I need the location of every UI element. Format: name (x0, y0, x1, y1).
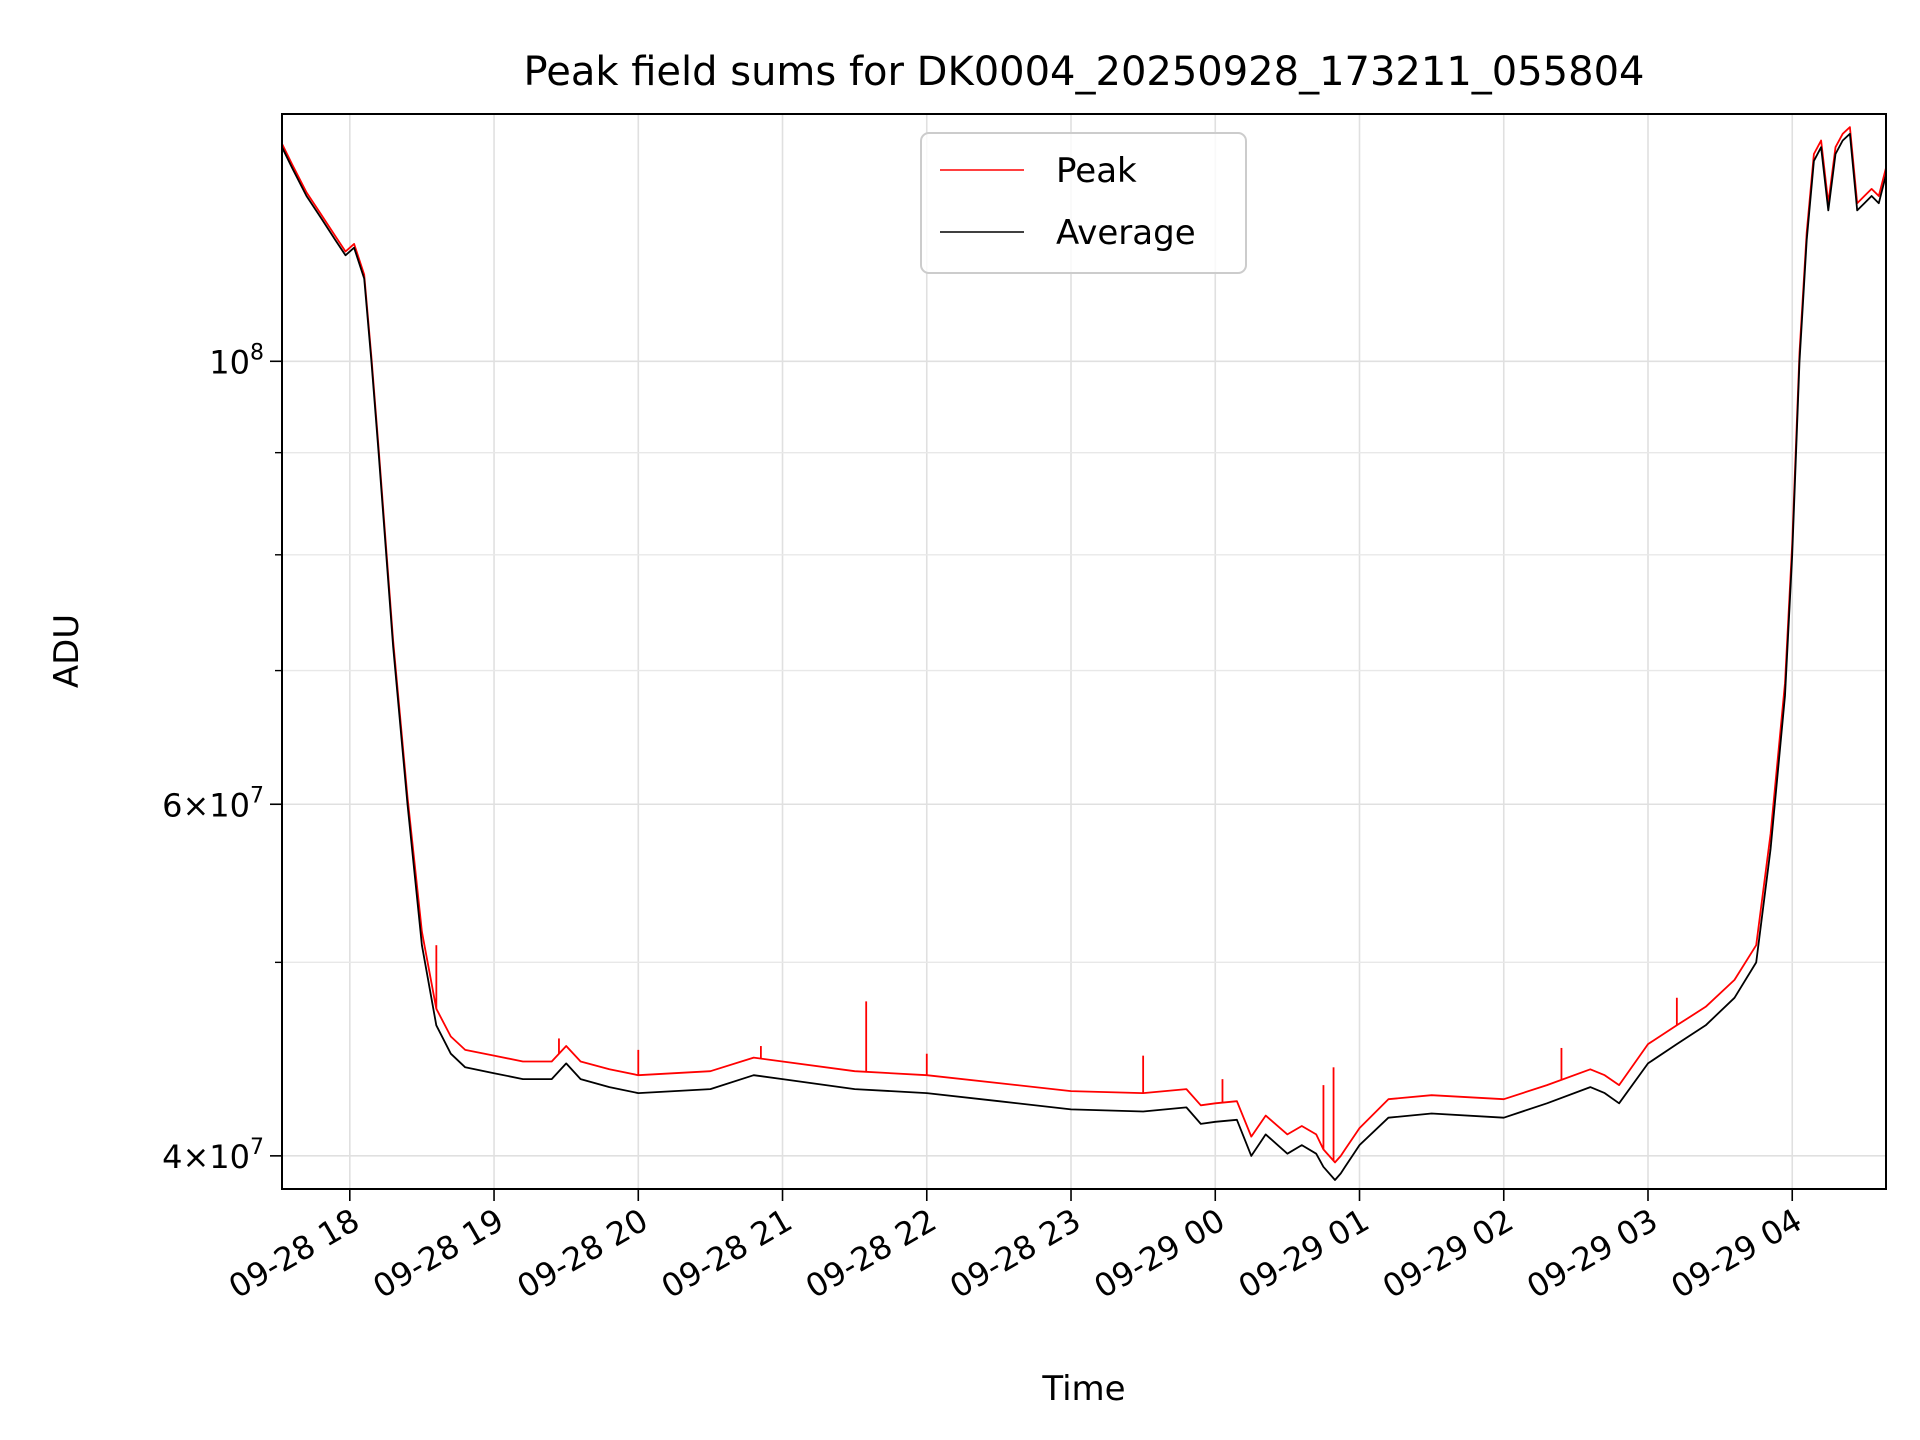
average-series (281, 132, 1887, 1181)
y-axis-label: ADU (47, 614, 87, 688)
y-tick-label: 4×107 (162, 1135, 264, 1176)
legend-peak-label: Peak (1056, 151, 1137, 191)
y-axis: 4×107 6×107 108 (162, 340, 282, 1176)
x-axis-label: Time (1041, 1369, 1125, 1409)
plot-frame (281, 113, 1887, 1190)
y-tick-label: 108 (209, 340, 264, 381)
grid (282, 114, 1886, 1189)
legend-average-label: Average (1056, 213, 1196, 253)
y-tick-label: 6×107 (162, 783, 264, 824)
chart-title: Peak field sums for DK0004_20250928_1732… (524, 49, 1645, 95)
legend: Peak Average (920, 132, 1247, 274)
plot-area (282, 114, 1886, 1189)
legend-box (920, 132, 1247, 274)
average-line (281, 132, 1887, 1181)
